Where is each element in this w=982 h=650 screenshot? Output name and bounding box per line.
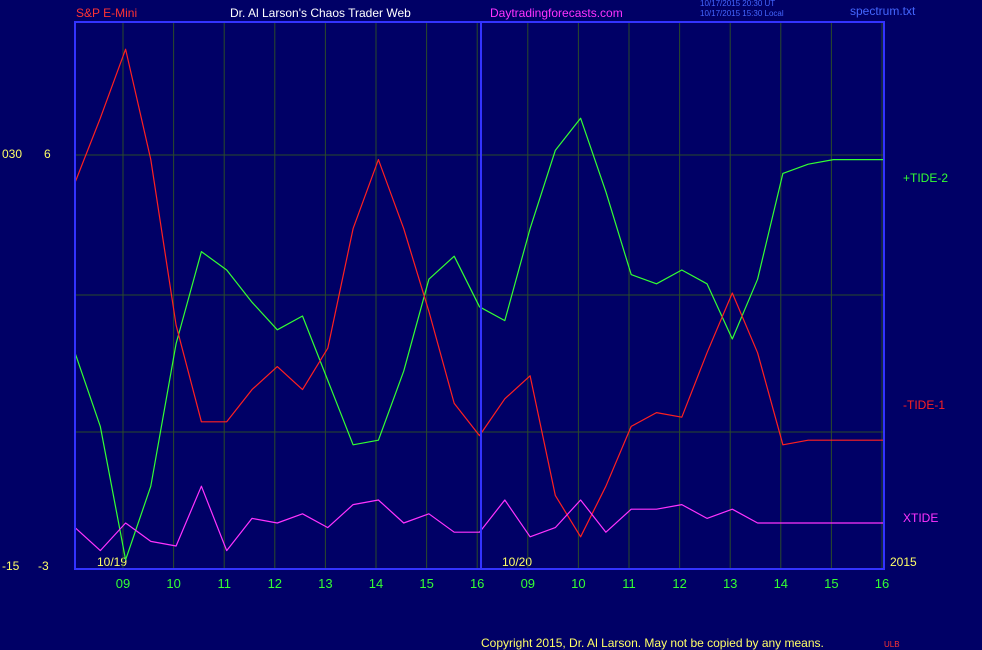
symbol-label: S&P E-Mini	[76, 6, 138, 20]
left-inner-bottom: -3	[38, 559, 49, 573]
hour-tick-label: 16	[875, 576, 889, 591]
xtide-label: XTIDE	[903, 511, 939, 525]
tide2-label: +TIDE-2	[903, 171, 949, 185]
hour-tick-label: 12	[268, 576, 282, 591]
hour-tick-label: 09	[521, 576, 535, 591]
date-label-1: 10/19	[97, 555, 128, 569]
left-inner-top: 6	[44, 147, 51, 161]
series-tide-2	[74, 117, 884, 561]
footer-tag: ULB	[884, 640, 900, 649]
timestamp-ut: 10/17/2015 20:30 UT	[700, 0, 776, 8]
chart-frame	[74, 21, 885, 570]
hour-tick-label: 16	[470, 576, 484, 591]
file-label: spectrum.txt	[850, 4, 916, 18]
hour-tick-label: 11	[622, 576, 636, 591]
hour-tick-label: 11	[217, 576, 231, 591]
hour-tick-label: 15	[419, 576, 433, 591]
year-label: 2015	[890, 555, 917, 569]
hour-tick-label: 13	[318, 576, 332, 591]
copyright: Copyright 2015, Dr. Al Larson. May not b…	[481, 636, 824, 650]
tide1-label: -TIDE-1	[903, 398, 945, 412]
site-label: Daytradingforecasts.com	[490, 6, 623, 20]
hour-ticks: 09 10 11 12 13 14 15 16 09 10 11 12 13 14 15 16	[116, 576, 889, 591]
hour-tick-label: 10	[571, 576, 585, 591]
hour-tick-label: 14	[774, 576, 788, 591]
hour-tick-label: 13	[723, 576, 737, 591]
timestamp-local: 10/17/2015 15:30 Local	[700, 9, 784, 18]
series-lines	[74, 48, 884, 561]
date-label-2: 10/20	[502, 555, 533, 569]
chart-title: Dr. Al Larson's Chaos Trader Web	[230, 6, 411, 20]
grid	[75, 22, 884, 569]
hour-tick-label: 14	[369, 576, 383, 591]
chart-border	[74, 21, 885, 570]
hour-tick-label: 09	[116, 576, 130, 591]
series-xtide	[74, 485, 884, 552]
hour-tick-label: 15	[824, 576, 838, 591]
hour-tick-label: 12	[672, 576, 686, 591]
series-tide-1	[74, 48, 884, 538]
left-outer-bottom: -15	[2, 559, 20, 573]
left-outer-top: 030	[2, 147, 23, 161]
hour-tick-label: 10	[166, 576, 180, 591]
